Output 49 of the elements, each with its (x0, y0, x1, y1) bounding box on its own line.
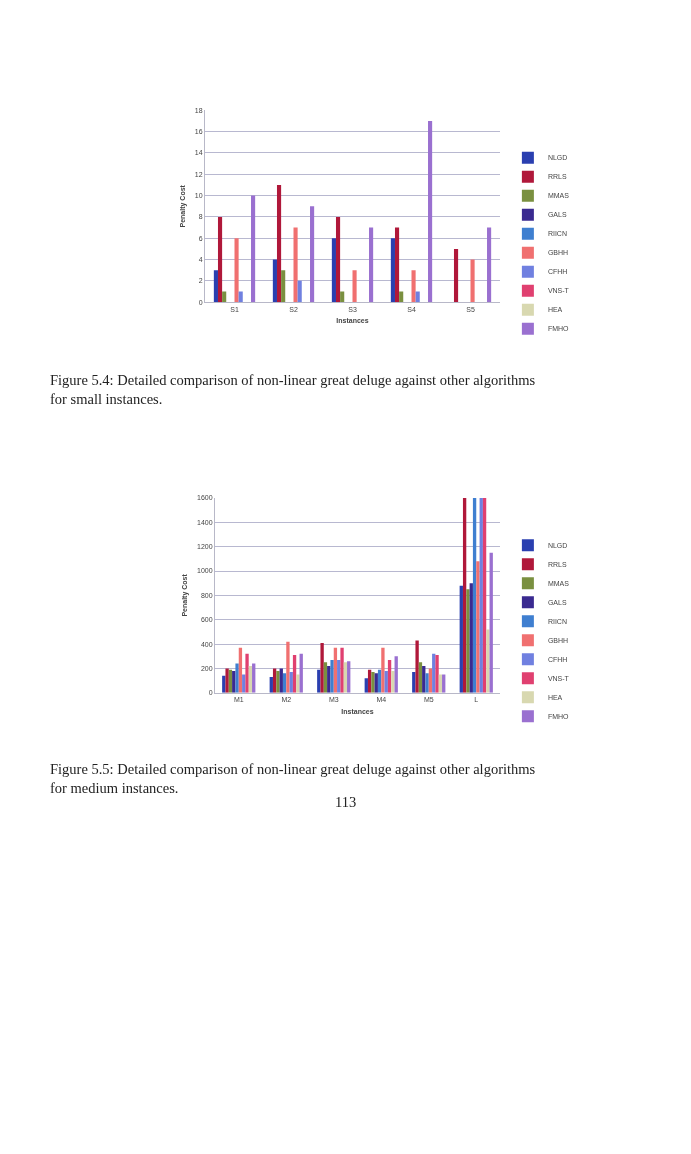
bar (415, 640, 419, 693)
bar (394, 227, 400, 303)
bar (428, 121, 433, 303)
bar (272, 259, 277, 303)
bar (276, 184, 282, 303)
bar (352, 270, 357, 303)
bar (462, 497, 467, 693)
caption: Figure 5.4: Detailed comparison of non-linear great deluge against other algorithms for small instances. (50, 372, 536, 407)
bar (286, 641, 290, 693)
bar (340, 647, 344, 693)
bar (222, 291, 227, 303)
bar (296, 674, 300, 693)
text: 113 (335, 794, 357, 810)
bar (391, 670, 395, 693)
bar (234, 238, 239, 303)
bar (487, 227, 492, 303)
bar (470, 259, 475, 303)
bar (245, 653, 249, 693)
bar (469, 583, 473, 693)
bar (340, 291, 345, 303)
bar (466, 589, 470, 693)
bar (415, 291, 420, 303)
bar (425, 673, 429, 693)
bar (225, 668, 229, 693)
bar (411, 270, 416, 303)
bar (486, 629, 490, 693)
bar (482, 497, 487, 693)
bar (281, 270, 286, 303)
bar (472, 497, 477, 693)
bar (213, 270, 218, 303)
bar (331, 238, 336, 303)
bar (310, 206, 315, 303)
caption: Figure 5.5: Detailed comparison of non-linear great deluge against other algorithms for medium instances. (50, 761, 536, 796)
bar (293, 227, 298, 303)
bar (479, 497, 483, 693)
bar (476, 561, 480, 693)
bar (320, 642, 324, 693)
bar (369, 227, 374, 303)
bar (217, 216, 223, 303)
bar (381, 647, 385, 693)
bar (251, 195, 256, 303)
bar (235, 663, 239, 693)
bar (335, 216, 341, 303)
bar (399, 291, 404, 303)
bar (330, 659, 334, 693)
bar (297, 280, 302, 303)
bar (238, 291, 243, 303)
bar (453, 248, 459, 303)
bar (390, 238, 395, 303)
